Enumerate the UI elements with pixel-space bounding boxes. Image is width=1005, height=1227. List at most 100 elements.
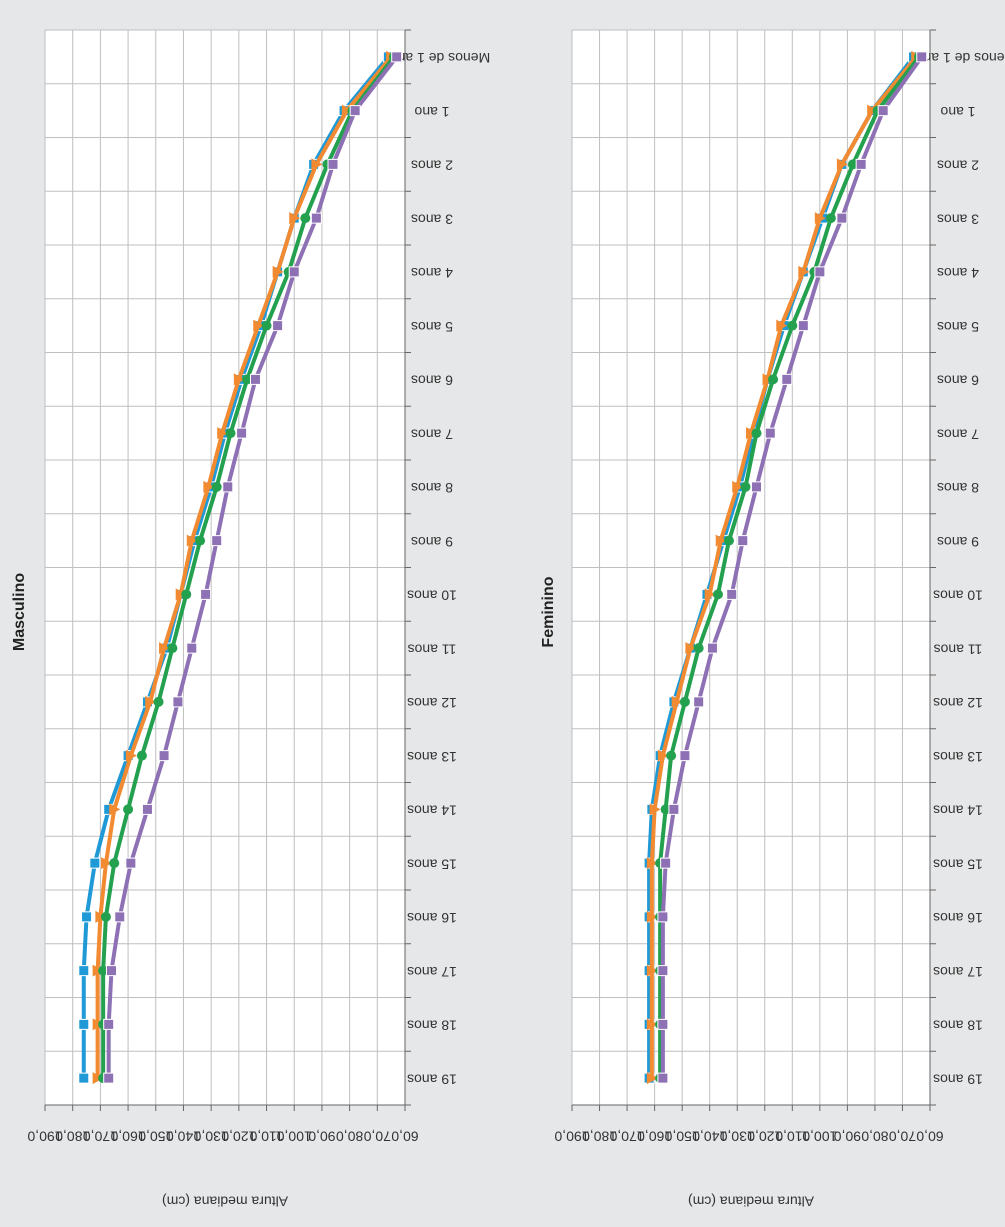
category-label: 17 anos — [407, 964, 457, 980]
category-label: 18 anos — [933, 1018, 983, 1034]
data-point — [195, 535, 206, 546]
data-point — [103, 1072, 115, 1084]
category-label: 1 ano — [940, 104, 975, 120]
data-point — [693, 643, 704, 654]
category-label: 3 anos — [411, 211, 453, 227]
data-point — [646, 1072, 658, 1085]
category-label: Menos de 1 ano — [916, 50, 1005, 66]
series-line — [658, 55, 921, 1079]
data-point — [175, 588, 187, 601]
data-point — [341, 104, 353, 117]
data-point — [825, 213, 836, 224]
data-point — [646, 857, 658, 870]
data-point — [310, 212, 322, 224]
category-label: 5 anos — [937, 319, 979, 335]
category-label: 19 anos — [933, 1071, 983, 1087]
category-label: 7 anos — [411, 426, 453, 442]
data-point — [186, 642, 198, 654]
value-tick-label: 150,0 — [664, 1128, 699, 1144]
category-label: 17 anos — [933, 964, 983, 980]
data-point — [764, 427, 776, 439]
value-tick-label: 190,0 — [27, 1128, 62, 1144]
data-point — [776, 319, 788, 332]
data-point — [186, 534, 198, 547]
data-point — [877, 105, 889, 117]
data-point — [217, 427, 229, 440]
series-line — [106, 55, 399, 1079]
data-point — [125, 857, 137, 869]
data-point — [288, 266, 300, 278]
category-label: 9 anos — [411, 534, 453, 550]
data-point — [103, 1018, 115, 1030]
data-point — [657, 1072, 669, 1084]
value-tick-label: 90,0 — [834, 1128, 861, 1144]
series-3 — [657, 51, 928, 1084]
data-point — [746, 427, 757, 440]
data-point — [657, 965, 669, 977]
chart-0: 60,070,080,090,0100,0110,0120,0130,0140,… — [11, 29, 490, 1209]
value-tick-label: 170,0 — [609, 1128, 644, 1144]
category-label: 6 anos — [937, 373, 979, 389]
data-point — [123, 804, 134, 815]
value-tick-label: 140,0 — [692, 1128, 727, 1144]
data-point — [78, 965, 90, 977]
data-point — [158, 750, 170, 762]
value-tick-label: 180,0 — [55, 1128, 90, 1144]
category-label: 13 anos — [933, 749, 983, 765]
data-point — [726, 588, 738, 600]
category-label: 13 anos — [407, 749, 457, 765]
value-tick-label: 120,0 — [221, 1128, 256, 1144]
data-point — [261, 320, 272, 331]
data-point — [737, 535, 749, 547]
data-point — [715, 534, 727, 547]
data-point — [836, 158, 848, 171]
data-point — [660, 857, 672, 869]
value-tick-label: 110,0 — [775, 1128, 809, 1144]
data-point — [646, 1018, 658, 1031]
data-point — [660, 804, 671, 815]
category-label: 15 anos — [407, 856, 457, 872]
category-label: 19 anos — [407, 1071, 457, 1087]
data-point — [200, 588, 212, 600]
data-point — [100, 911, 111, 922]
data-point — [768, 374, 779, 385]
data-point — [646, 910, 658, 923]
data-point — [327, 158, 339, 170]
data-point — [272, 320, 284, 332]
value-tick-label: 70,0 — [363, 1128, 390, 1144]
data-point — [649, 803, 661, 816]
value-tick-label: 160,0 — [110, 1128, 145, 1144]
value-tick-label: 70,0 — [889, 1128, 916, 1144]
value-tick-label: 130,0 — [193, 1128, 228, 1144]
data-point — [211, 481, 222, 492]
category-label: 14 anos — [407, 803, 457, 819]
data-point — [712, 589, 723, 600]
data-point — [814, 266, 826, 278]
value-tick-label: 110,0 — [249, 1128, 283, 1144]
data-point — [668, 803, 680, 815]
data-point — [145, 695, 157, 708]
data-point — [836, 212, 848, 224]
category-label: 5 anos — [411, 319, 453, 335]
category-label: 1 ano — [414, 104, 449, 120]
series-line — [101, 55, 396, 1079]
data-point — [136, 750, 147, 761]
data-point — [211, 535, 223, 547]
category-label: 6 anos — [411, 373, 453, 389]
value-tick-label: 60,0 — [916, 1128, 943, 1144]
data-point — [847, 159, 858, 170]
data-point — [222, 481, 234, 493]
data-point — [289, 212, 301, 225]
category-axis: Menos de 1 ano 1 ano 2 anos 3 anos 4 anos 5 a… — [572, 29, 1005, 1106]
data-point — [787, 320, 798, 331]
data-point — [671, 695, 683, 708]
value-tick-label: 180,0 — [582, 1128, 617, 1144]
value-tick-label: 90,0 — [308, 1128, 335, 1144]
data-point — [666, 750, 677, 761]
data-point — [114, 911, 126, 923]
data-point — [225, 428, 236, 439]
value-axis-title: Altura mediana (cm) — [162, 1193, 288, 1209]
chart-title: Feminino — [540, 576, 557, 647]
data-point — [814, 212, 826, 225]
